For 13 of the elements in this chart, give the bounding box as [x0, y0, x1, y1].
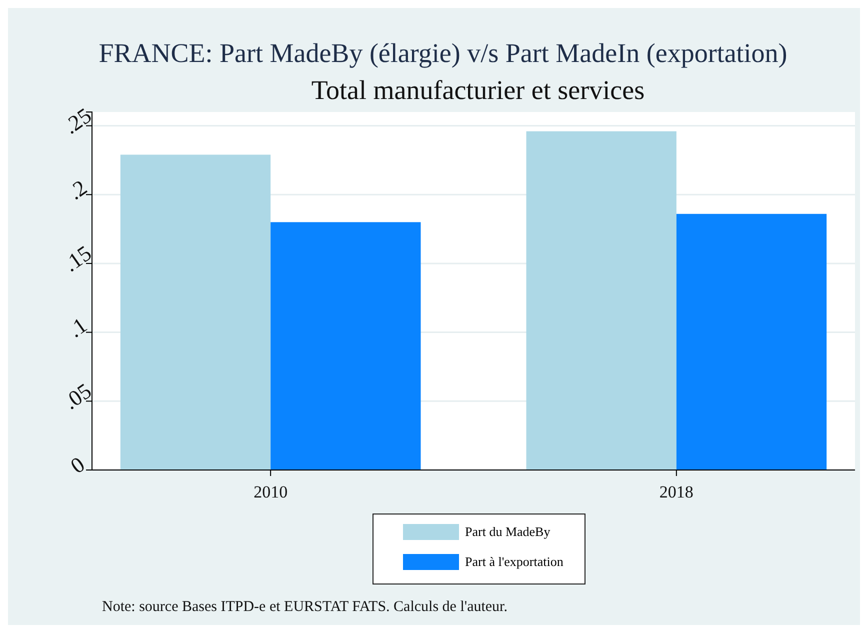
x-tick-label: 2010	[254, 482, 288, 502]
y-tick-label: 0	[66, 452, 90, 478]
chart-subtitle: Total manufacturier et services	[311, 75, 645, 105]
legend-label: Part à l'exportation	[465, 554, 564, 569]
y-tick-label: .2	[64, 174, 92, 205]
y-tick-label: .15	[59, 240, 96, 277]
chart-title: FRANCE: Part MadeBy (élargie) v/s Part MadeIn (exportation)	[98, 38, 788, 68]
x-tick-label: 2018	[659, 482, 694, 502]
y-tick-label: .25	[59, 102, 96, 139]
y-tick-label: .05	[59, 378, 96, 414]
text: Note: source Bases ITPD-e et EURSTAT FATS. Calculs de l'auteur.	[102, 599, 508, 615]
y-tick-label: .1	[64, 312, 92, 342]
legend-label: Part du MadeBy	[465, 524, 551, 539]
